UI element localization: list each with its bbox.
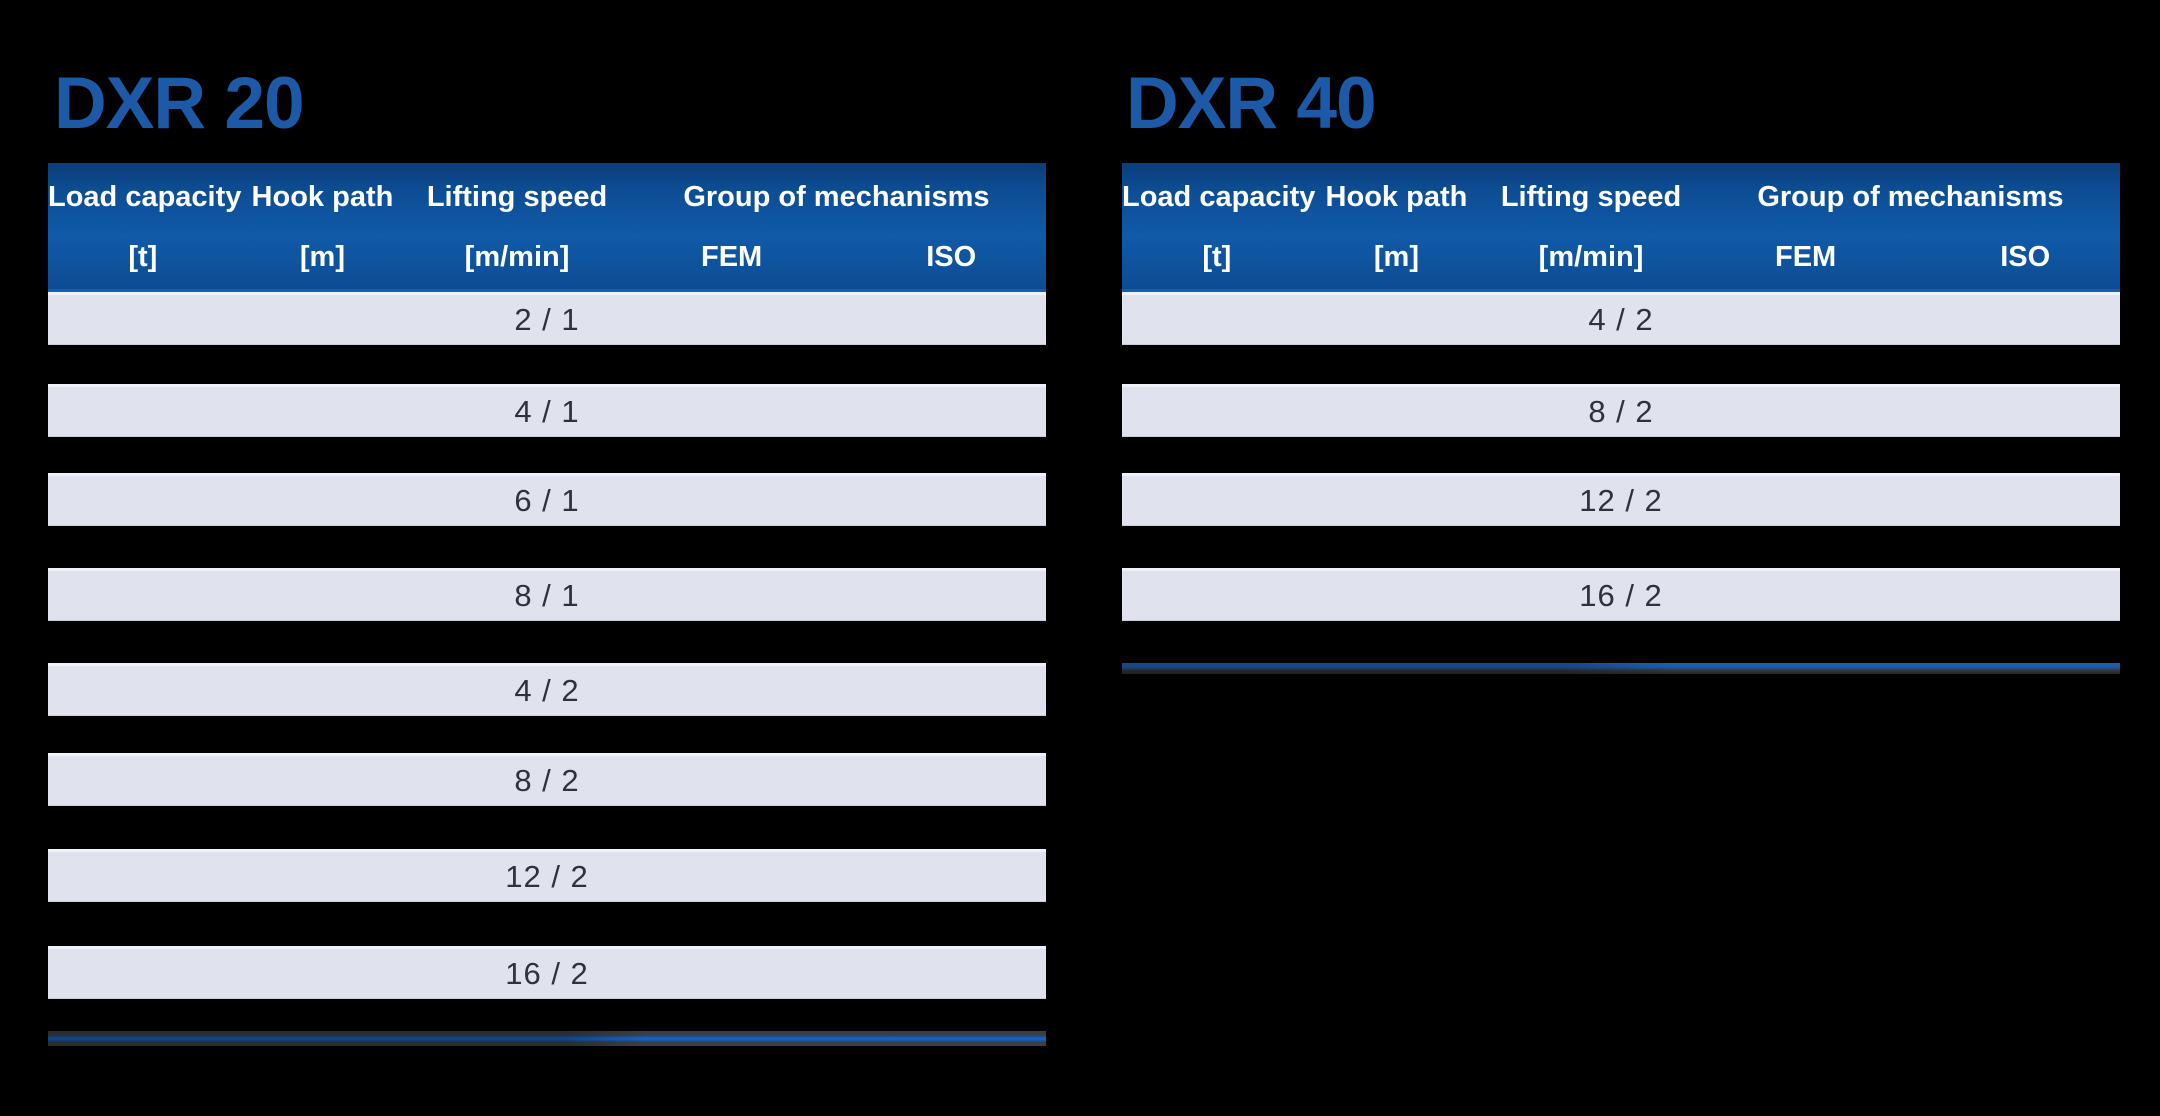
table-row: 16 / 2	[48, 946, 1046, 998]
lifting-speed-value: 8 / 2	[1588, 393, 1654, 429]
header-unit-fem: FEM	[701, 241, 763, 273]
lifting-speed-value: 4 / 1	[514, 393, 580, 429]
lifting-speed-value: 4 / 2	[514, 672, 580, 708]
header-lifting-speed: Lifting speed	[426, 181, 608, 213]
table-row: 4 / 2	[1122, 292, 2120, 344]
header-unit-m-per-min: [m/min]	[1538, 241, 1644, 273]
header-unit-m-per-min: [m/min]	[464, 241, 570, 273]
lifting-speed-value: 2 / 1	[514, 301, 580, 337]
table-bottom-rule	[48, 1031, 1046, 1046]
header-unit-tons: [t]	[1202, 241, 1232, 273]
table-row: 12 / 2	[1122, 473, 2120, 525]
table-row: 8 / 1	[48, 568, 1046, 620]
header-hook-path: Hook path	[251, 181, 394, 213]
table-row: 6 / 1	[48, 473, 1046, 525]
header-hook-path: Hook path	[1325, 181, 1468, 213]
header-group-mechanisms: Group of mechanisms	[683, 181, 990, 213]
header-unit-meters: [m]	[299, 241, 345, 273]
lifting-speed-value: 4 / 2	[1588, 301, 1654, 337]
header-load-capacity: Load capacity	[48, 181, 242, 213]
lifting-speed-value: 16 / 2	[505, 955, 589, 991]
header-load-capacity: Load capacity	[1122, 181, 1316, 213]
lifting-speed-value: 8 / 2	[514, 762, 580, 798]
page-title: DXR 20	[54, 63, 305, 144]
table-header: Load capacity Hook path Lifting speed Gr…	[1122, 163, 2120, 292]
header-group-mechanisms: Group of mechanisms	[1757, 181, 2064, 213]
header-lifting-speed: Lifting speed	[1500, 181, 1682, 213]
lifting-speed-value: 6 / 1	[514, 482, 580, 518]
lifting-speed-value: 16 / 2	[1579, 577, 1663, 613]
page-title: DXR 40	[1126, 63, 1377, 144]
header-unit-fem: FEM	[1775, 241, 1837, 273]
header-unit-meters: [m]	[1373, 241, 1419, 273]
table-row: 12 / 2	[48, 849, 1046, 901]
header-unit-tons: [t]	[128, 241, 158, 273]
header-unit-iso: ISO	[2000, 241, 2051, 273]
lifting-speed-value: 12 / 2	[505, 858, 589, 894]
table-row: 8 / 2	[1122, 384, 2120, 436]
table-row: 16 / 2	[1122, 568, 2120, 620]
table-header: Load capacity Hook path Lifting speed Gr…	[48, 163, 1046, 292]
table-bottom-rule	[1122, 663, 2120, 674]
lifting-speed-value: 12 / 2	[1579, 482, 1663, 518]
table-row: 4 / 2	[48, 663, 1046, 715]
header-unit-iso: ISO	[926, 241, 977, 273]
table-row: 4 / 1	[48, 384, 1046, 436]
table-row: 2 / 1	[48, 292, 1046, 344]
lifting-speed-value: 8 / 1	[514, 577, 580, 613]
table-row: 8 / 2	[48, 753, 1046, 805]
